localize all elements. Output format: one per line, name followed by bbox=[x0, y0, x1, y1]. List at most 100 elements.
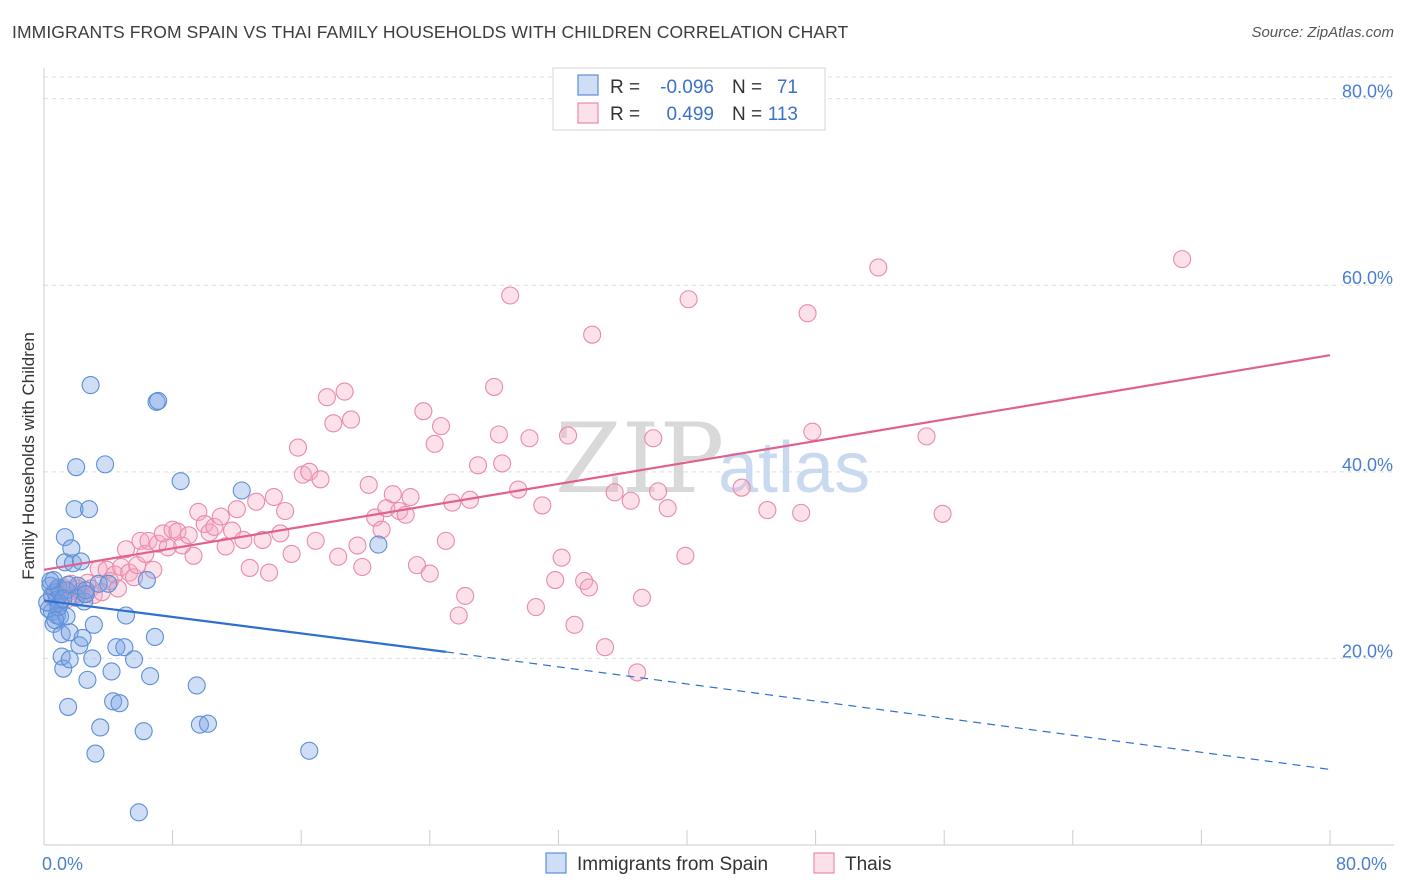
thais-point bbox=[658, 499, 677, 518]
y-tick-labels: 20.0% 40.0% 60.0% 80.0% bbox=[1342, 82, 1393, 662]
spain-point bbox=[71, 552, 91, 571]
spain-point bbox=[59, 697, 78, 716]
thais-point bbox=[401, 487, 420, 507]
thais-point bbox=[184, 546, 203, 565]
spain-point bbox=[81, 376, 100, 395]
thais-point bbox=[449, 606, 468, 625]
chart-source: Source: ZipAtlas.com bbox=[1251, 24, 1394, 41]
spain-point bbox=[134, 722, 153, 741]
thais-point bbox=[583, 325, 602, 344]
thais-point bbox=[247, 492, 266, 511]
spain-point bbox=[79, 500, 99, 519]
thais-point bbox=[240, 558, 259, 577]
spain-point bbox=[137, 570, 156, 590]
thais-trend-line bbox=[43, 354, 1331, 571]
thais-point bbox=[324, 414, 343, 433]
spain-point bbox=[171, 472, 190, 491]
spain-point bbox=[115, 638, 134, 657]
thais-point bbox=[341, 410, 361, 429]
axes bbox=[43, 68, 1394, 846]
spain-point bbox=[124, 650, 144, 669]
thais-point bbox=[200, 523, 219, 542]
legend-n-label-1: N = bbox=[732, 77, 762, 98]
spain-point bbox=[104, 692, 123, 711]
thais-point bbox=[300, 462, 319, 481]
thais-point bbox=[456, 586, 475, 605]
thais-point bbox=[595, 638, 615, 657]
thais-point bbox=[676, 546, 695, 565]
spain-point bbox=[62, 539, 81, 558]
spain-point bbox=[141, 667, 160, 686]
thais-point bbox=[520, 429, 539, 448]
thais-point bbox=[420, 564, 439, 583]
spain-point bbox=[300, 741, 319, 760]
spain-point bbox=[54, 659, 73, 678]
thais-point bbox=[869, 258, 888, 277]
y-tick-label: 60.0% bbox=[1342, 268, 1393, 288]
chart-title: IMMIGRANTS FROM SPAIN VS THAI FAMILY HOU… bbox=[12, 22, 849, 42]
thais-point bbox=[348, 536, 367, 555]
legend-r-value-2: 0.499 bbox=[666, 104, 714, 125]
spain-point bbox=[102, 662, 121, 681]
spain-point bbox=[145, 627, 164, 647]
thais-point bbox=[798, 304, 817, 323]
thais-point bbox=[383, 485, 402, 504]
spain-point bbox=[91, 718, 110, 737]
watermark-zip: ZIP bbox=[555, 403, 724, 515]
thais-point bbox=[679, 290, 698, 309]
series-legend: Immigrants from Spain Thais bbox=[545, 852, 891, 875]
thais-point bbox=[803, 422, 822, 441]
thais-point bbox=[359, 475, 378, 494]
thais-point bbox=[306, 531, 325, 550]
spain-point bbox=[78, 670, 97, 689]
y-tick-label: 80.0% bbox=[1342, 82, 1393, 102]
legend-r-label-1: R = bbox=[610, 77, 640, 98]
y-tick-label: 20.0% bbox=[1342, 641, 1393, 661]
thais-point bbox=[253, 530, 272, 549]
thais-point bbox=[144, 560, 163, 579]
thais-point bbox=[149, 534, 168, 553]
thais-point bbox=[493, 454, 512, 473]
x-tick-label-min: 0.0% bbox=[42, 854, 83, 874]
thais-point bbox=[533, 496, 552, 515]
thais-point bbox=[526, 598, 545, 617]
thais-point bbox=[216, 537, 235, 556]
thais-point bbox=[425, 434, 444, 453]
thais-point bbox=[792, 503, 811, 522]
thais-point bbox=[116, 540, 136, 559]
spain-point bbox=[46, 611, 65, 630]
legend-swatch-spain bbox=[577, 74, 599, 96]
thais-point bbox=[271, 524, 290, 543]
thais-point bbox=[335, 382, 354, 401]
x-tick-label-max: 80.0% bbox=[1336, 854, 1387, 874]
spain-point bbox=[147, 392, 166, 411]
legend-r-label-2: R = bbox=[610, 104, 640, 125]
spain-trend-extension bbox=[445, 651, 1331, 771]
y-tick-label: 40.0% bbox=[1342, 455, 1393, 475]
x-tick-marks bbox=[43, 830, 1331, 845]
thais-point bbox=[579, 578, 598, 597]
thais-point bbox=[468, 456, 488, 475]
thais-point bbox=[317, 388, 336, 407]
thais-point bbox=[501, 286, 520, 305]
thais-point bbox=[205, 517, 224, 536]
spain-point bbox=[76, 584, 95, 604]
spain-point bbox=[41, 571, 60, 591]
thais-point bbox=[758, 501, 777, 520]
thais-point bbox=[234, 530, 253, 549]
thais-point bbox=[168, 522, 187, 541]
spain-point bbox=[96, 455, 115, 474]
spain-point bbox=[83, 649, 102, 668]
legend-swatch-thais bbox=[577, 102, 599, 124]
spain-point bbox=[86, 744, 105, 763]
thais-point bbox=[227, 500, 246, 519]
spain-point bbox=[129, 803, 148, 822]
thais-point bbox=[489, 425, 508, 444]
legend-n-value-1: 71 bbox=[777, 77, 798, 98]
thais-point bbox=[621, 491, 640, 510]
spain-point bbox=[187, 676, 206, 695]
series-legend-label-thais: Thais bbox=[845, 854, 891, 875]
thais-point bbox=[644, 429, 663, 448]
thais-point bbox=[649, 482, 668, 501]
spain-point bbox=[67, 458, 86, 477]
